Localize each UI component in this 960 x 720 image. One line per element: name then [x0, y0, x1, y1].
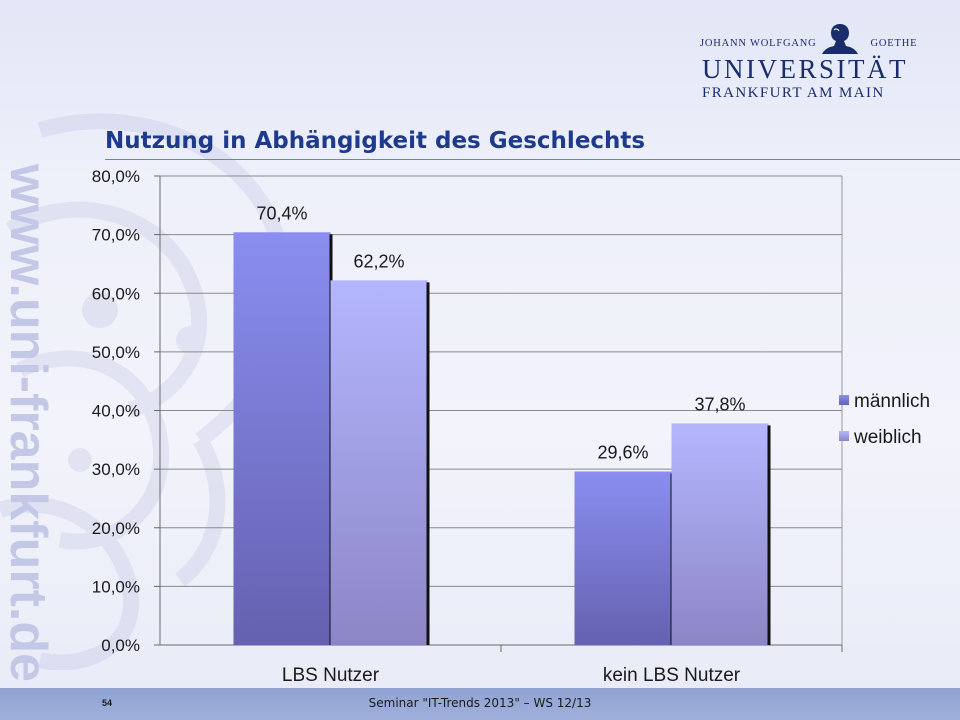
logo-top-line: JOHANN WOLFGANG GOETHE — [700, 38, 917, 49]
bar-shadow — [426, 282, 430, 645]
legend-swatch — [839, 431, 849, 441]
bar-shadow — [767, 425, 771, 645]
logo-city: FRANKFURT AM MAIN — [702, 85, 885, 101]
goethe-bust-icon — [822, 24, 858, 54]
y-tick-label: 10,0% — [92, 577, 140, 596]
logo-top-left: JOHANN WOLFGANG — [700, 38, 817, 49]
bar-male — [233, 232, 331, 645]
y-tick-label: 20,0% — [92, 519, 140, 538]
logo-top-right: GOETHE — [870, 38, 918, 49]
slide-title: Nutzung in Abhängigkeit des Geschlechts — [105, 128, 646, 154]
logo-university: UNIVERSITÄT — [702, 54, 908, 84]
data-label: 29,6% — [597, 442, 648, 462]
legend-label: weiblich — [853, 427, 922, 448]
y-tick-label: 40,0% — [92, 402, 140, 421]
y-tick-label: 0,0% — [101, 636, 140, 655]
bar-female — [330, 280, 428, 645]
data-label: 37,8% — [694, 394, 745, 414]
title-divider — [105, 159, 960, 160]
bar-male — [574, 471, 672, 645]
x-tick-label: LBS Nutzer — [282, 665, 380, 686]
y-tick-label: 80,0% — [92, 167, 140, 186]
footer-text: Seminar "IT-Trends 2013" – WS 12/13 — [368, 696, 592, 710]
y-tick-label: 50,0% — [92, 343, 140, 362]
y-tick-label: 60,0% — [92, 284, 140, 303]
university-logo: JOHANN WOLFGANG GOETHE UNIVERSITÄT FRANKF… — [700, 22, 917, 104]
data-label: 62,2% — [353, 251, 404, 271]
footer-bar: 54 Seminar "IT-Trends 2013" – WS 12/13 — [0, 688, 960, 720]
page-number: 54 — [102, 698, 113, 708]
legend-label: männlich — [854, 391, 930, 412]
y-tick-label: 30,0% — [92, 460, 140, 479]
bar-female — [671, 423, 769, 645]
x-tick-label: kein LBS Nutzer — [603, 665, 741, 686]
legend-swatch — [839, 395, 849, 405]
y-tick-label: 70,0% — [92, 226, 140, 245]
data-label: 70,4% — [256, 203, 307, 223]
